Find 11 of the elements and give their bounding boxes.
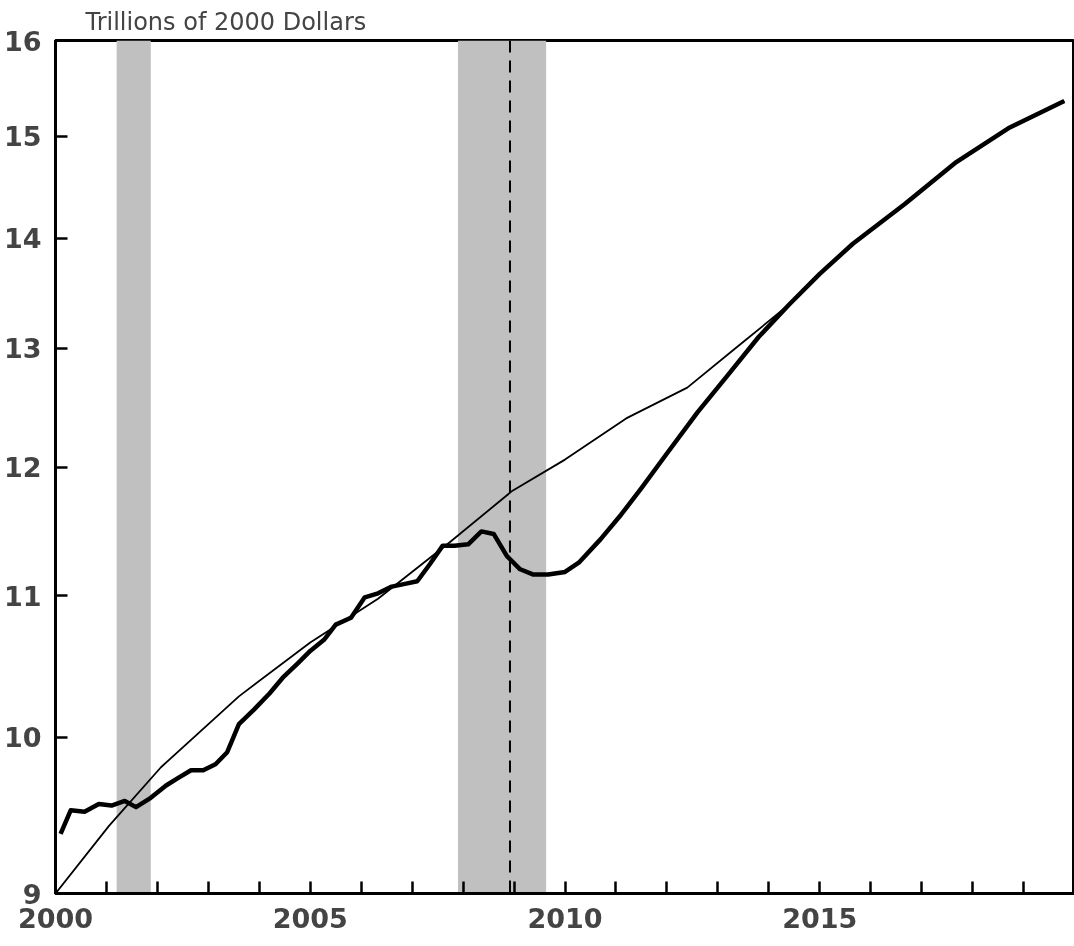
y-tick-label: 10 — [3, 722, 42, 754]
x-tick-label: 2010 — [527, 902, 603, 934]
y-tick-label: 12 — [3, 452, 42, 483]
y-axis-title: Trillions of 2000 Dollars — [84, 7, 367, 36]
y-tick-label: 16 — [3, 25, 42, 57]
x-tick-label: 2005 — [272, 902, 348, 934]
y-tick-label: 15 — [3, 121, 42, 153]
y-tick-label: 14 — [3, 223, 42, 255]
x-tick-label: 2015 — [782, 902, 858, 934]
y-tick-label: 11 — [3, 581, 42, 612]
y-tick-label: 13 — [3, 333, 42, 365]
